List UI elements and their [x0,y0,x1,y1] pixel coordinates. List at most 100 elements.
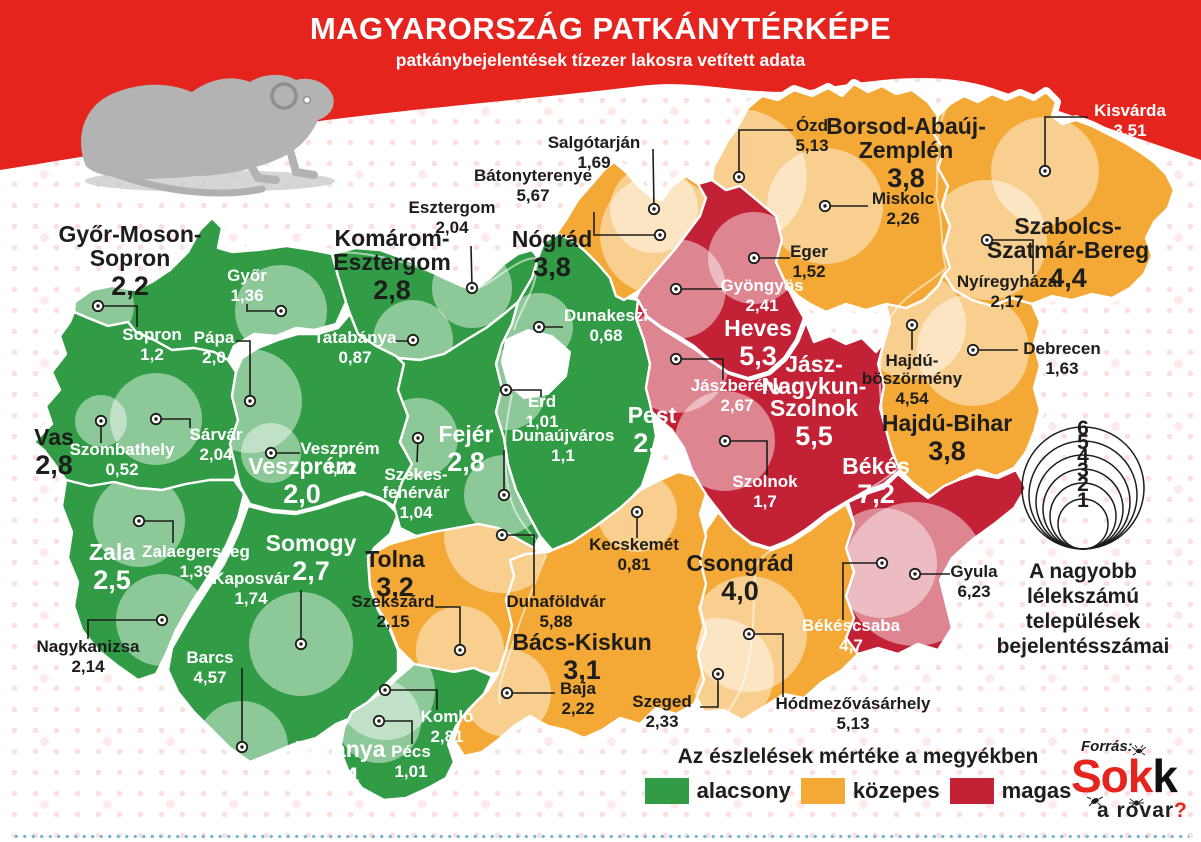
county-name-heves: Heves [724,315,792,341]
county-value-jnsz: 5,5 [795,421,833,451]
city-name-salgotarjan: Salgótarján [548,133,641,152]
marker-core-kisvarda [1043,169,1047,173]
size-legend-caption: lélekszámú [1027,585,1139,608]
city-value-nyiregyhaza: 2,17 [990,292,1023,311]
legend-swatch-high [949,778,994,804]
leader-sarvar [156,418,191,428]
county-name-hajdu: Hajdú-Bihar [882,410,1012,436]
city-value-veszprem_c: 0,72 [323,459,356,478]
city-value-szombathely: 0,52 [105,460,138,479]
leader-zalaegerszeg [139,520,174,543]
marker-core-szolnok [723,439,727,443]
city-value-gyula: 6,23 [957,582,990,601]
marker-core-jaszbereny [674,357,678,361]
leader-szekszard [435,606,461,650]
city-name-szombathely: Szombathely [70,440,175,459]
leader-batonyterenye [593,212,660,236]
city-value-kisvarda: 3,51 [1113,121,1146,140]
county-value-somogy: 2,7 [292,556,330,586]
county-bacs [452,470,708,758]
source-logo: Forrás: Sokk a rovar? [1053,738,1198,823]
city-name-hajduboszormeny: Hajdú- [886,351,939,370]
city-value-esztergom: 2,04 [435,218,469,237]
county-value-vas: 2,8 [35,450,73,480]
county-value-heves: 5,3 [739,341,777,371]
county-name-borsod: Borsod-Abaúj- [826,113,986,139]
city-name-hodmezovasarhely: Hódmezővásárhely [776,694,931,713]
brand-red-letters: Sok [1071,750,1153,802]
county-zala [60,478,246,682]
marker-core-esztergom [470,286,474,290]
size-legend-caption: települések [1026,610,1141,633]
county-name-jnsz: Jász- [785,351,843,377]
legend-item-high: magas [949,778,1071,804]
city-value-szolnok: 1,7 [753,492,777,511]
city-name-szolnok: Szolnok [732,472,798,491]
color-legend-title: Az észlelések mértéke a megyékben [677,745,1039,768]
county-name-pest: Pest [628,402,677,428]
leader-bekescsaba [842,562,882,620]
brand-tagline-text: a rovar [1097,798,1175,822]
city-name-baja: Baja [560,679,596,698]
city-value-kecskemet: 0,81 [617,555,650,574]
brand-wordmark: Sokk [1071,745,1198,808]
leader-papa [236,340,251,401]
bottom-dotted-divider [12,833,1189,838]
marker-core-barcs [240,745,244,749]
spider-icon [1129,798,1144,808]
city-value-kaposvar: 1,74 [234,589,268,608]
cockroach-icon [1087,796,1103,807]
leader-szolnok [725,440,768,476]
county-value-bacs: 3,1 [563,655,601,685]
river [498,393,548,705]
city-value-szekesfehervar: 1,04 [399,503,433,522]
marker-core-papa [248,399,252,403]
county-name-csongrad: Csongrád [686,550,793,576]
county-name-ke: Komárom- [334,225,449,251]
city-name-szekszard: Szekszárd [351,592,434,611]
city-name-zalaegerszeg: Zalaegerszeg [142,542,250,561]
marker-core-gyor [279,309,283,313]
city-value-baja: 2,22 [561,699,594,718]
city-name-dunaujvaros: Dunaújváros [512,426,615,445]
city-value-nagykanizsa: 2,14 [71,657,105,676]
city-name-sarvar: Sárvár [190,425,243,444]
county-name-vas: Vas [34,424,74,450]
marker-core-dunafoldvar [500,533,504,537]
city-name-dunakeszi: Dunakeszi [564,306,648,325]
leader-pecs [379,720,413,744]
marker-core-hodmezovasarhely [747,632,751,636]
brand-question-mark: ? [1174,798,1188,822]
marker-core-zalaegerszeg [137,519,141,523]
size-legend-caption: bejelentésszámai [997,635,1170,658]
size-ring-label-1: 1 [1077,489,1089,512]
city-value-batonyterenye: 5,67 [516,186,549,205]
city-name-gyula: Gyula [950,562,998,581]
city-value-miskolc: 2,26 [886,209,919,228]
county-value-szabolcs: 4,4 [1049,263,1087,293]
county-value-fejer: 2,8 [447,447,485,477]
marker-core-hajduboszormeny [910,323,914,327]
marker-core-nagykanizsa [160,618,164,622]
county-value-hajdu: 3,8 [928,436,966,466]
size-ring-label-4: 4 [1077,445,1089,468]
legend-label-low: alacsony [696,778,791,803]
leader-szeged [700,674,719,708]
